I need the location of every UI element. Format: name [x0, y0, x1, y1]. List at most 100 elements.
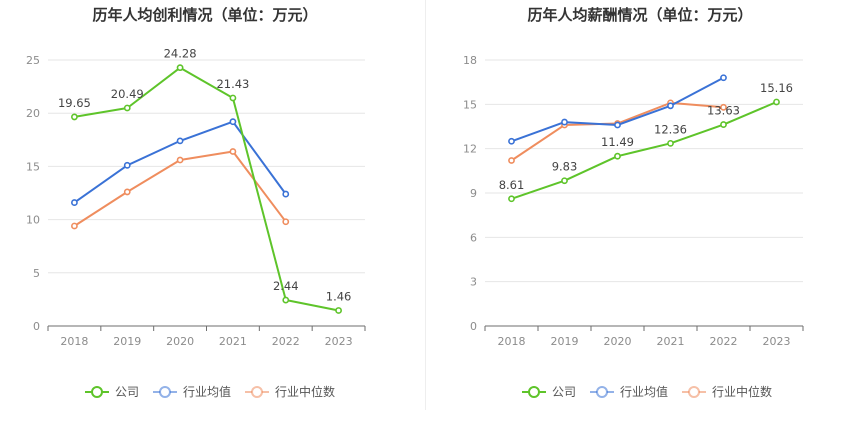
salary-legend-marker [688, 386, 700, 398]
salary-data-label: 9.83 [552, 160, 578, 174]
salary-industry-median-line [510, 101, 724, 162]
salary-y-tick-label: 0 [470, 320, 477, 333]
salary-industry-median-point[interactable] [508, 157, 515, 164]
profit-legend-label: 行业均值 [183, 384, 231, 399]
salary-legend-marker [528, 386, 540, 398]
salary-industry-avg-point[interactable] [561, 118, 568, 126]
profit-industry-median-series [71, 148, 290, 230]
profit-company-series: 19.65 20.49 24.28 21.43 2.44 1.46 [58, 47, 352, 314]
salary-legend-item-industry-avg[interactable]: 行业均值 [590, 384, 668, 399]
profit-company-point[interactable] [123, 104, 131, 112]
salary-chart-title: 历年人均薪酬情况（单位：万元） [527, 6, 752, 24]
profit-x-tick-label: 2022 [272, 335, 300, 348]
salary-legend: 公司 行业均值 行业中位数 [522, 384, 772, 399]
profit-data-label: 1.46 [326, 289, 352, 303]
profit-company-line [74, 66, 339, 312]
salary-legend-label: 公司 [552, 385, 576, 399]
salary-company-point[interactable] [508, 195, 515, 203]
profit-y-tick-label: 10 [26, 214, 40, 227]
profit-industry-median-point[interactable] [176, 156, 184, 164]
salary-company-point[interactable] [561, 177, 568, 185]
salary-company-line [511, 101, 777, 200]
profit-y-tick-label: 0 [33, 320, 40, 333]
salary-per-capita-chart: 历年人均薪酬情况（单位：万元） 0 3 6 9 12 15 18 2018 2019 2020 202… [463, 6, 804, 399]
salary-legend-item-company[interactable]: 公司 [522, 385, 576, 399]
salary-data-label: 8.61 [499, 178, 525, 192]
profit-industry-median-point[interactable] [282, 218, 290, 226]
salary-x-tick-label: 2021 [657, 335, 685, 348]
profit-per-capita-chart: 历年人均创利情况（单位：万元） 0 5 10 15 20 25 2018 2019 2020 202… [26, 6, 366, 399]
profit-x-tick-label: 2019 [113, 335, 141, 348]
salary-x-tick-label: 2023 [763, 335, 791, 348]
profit-legend-item-industry-avg[interactable]: 行业均值 [153, 384, 231, 399]
profit-data-label: 21.43 [216, 77, 249, 91]
profit-legend-item-industry-median[interactable]: 行业中位数 [245, 384, 335, 399]
profit-legend: 公司 行业均值 行业中位数 [85, 384, 335, 399]
profit-industry-median-point[interactable] [229, 148, 237, 155]
salary-data-label: 13.63 [707, 104, 740, 118]
profit-data-label: 19.65 [58, 96, 91, 110]
salary-x-tick-label: 2019 [551, 335, 579, 348]
profit-industry-avg-point[interactable] [282, 190, 290, 198]
profit-y-tick-label: 25 [26, 54, 40, 67]
salary-y-tick-label: 6 [470, 231, 477, 244]
profit-industry-avg-point[interactable] [229, 118, 237, 126]
salary-data-label: 11.49 [601, 135, 634, 149]
profit-legend-label: 公司 [115, 385, 139, 399]
salary-industry-avg-point[interactable] [614, 121, 621, 129]
salary-company-point[interactable] [667, 139, 674, 147]
salary-company-point[interactable] [773, 98, 780, 106]
profit-legend-item-company[interactable]: 公司 [85, 385, 139, 399]
salary-y-tick-label: 9 [470, 187, 477, 200]
profit-data-label: 20.49 [111, 87, 144, 101]
panel-divider [425, 0, 426, 410]
salary-x-tick-label: 2020 [604, 335, 632, 348]
profit-x-tick-label: 2021 [219, 335, 247, 348]
salary-data-label: 15.16 [760, 81, 793, 95]
profit-industry-avg-point[interactable] [71, 199, 78, 206]
salary-industry-avg-line [511, 76, 724, 143]
profit-company-point[interactable] [229, 94, 237, 102]
profit-x-tick-label: 2020 [166, 335, 194, 348]
profit-company-point[interactable] [282, 296, 290, 304]
salary-y-tick-label: 3 [470, 276, 477, 289]
profit-x-tick-label: 2023 [325, 335, 353, 348]
profit-industry-avg-series [71, 118, 290, 206]
profit-company-point[interactable] [71, 113, 78, 121]
salary-industry-avg-point[interactable] [667, 102, 674, 110]
profit-company-point[interactable] [176, 64, 184, 72]
profit-industry-median-point[interactable] [123, 188, 131, 196]
salary-data-label: 12.36 [654, 122, 687, 136]
salary-legend-label: 行业均值 [620, 384, 668, 399]
profit-legend-marker [251, 386, 263, 398]
salary-y-tick-label: 12 [463, 143, 477, 156]
profit-industry-avg-point[interactable] [176, 137, 184, 145]
profit-industry-avg-point[interactable] [123, 161, 131, 169]
salary-industry-avg-series [508, 74, 727, 145]
salary-company-point[interactable] [720, 121, 727, 128]
salary-legend-label: 行业中位数 [712, 384, 772, 399]
salary-company-point[interactable] [614, 152, 621, 160]
profit-data-label: 2.44 [273, 279, 299, 293]
profit-legend-marker [159, 386, 171, 398]
profit-legend-marker [91, 386, 103, 398]
profit-data-label: 24.28 [164, 47, 197, 61]
salary-legend-item-industry-median[interactable]: 行业中位数 [682, 384, 772, 399]
profit-chart-title: 历年人均创利情况（单位：万元） [92, 6, 317, 24]
profit-legend-label: 行业中位数 [275, 384, 335, 399]
salary-company-series: 8.61 9.83 11.49 12.36 13.63 15.16 [499, 81, 793, 203]
salary-legend-marker [596, 386, 608, 398]
salary-industry-avg-point[interactable] [508, 137, 515, 145]
salary-x-tick-label: 2018 [498, 335, 526, 348]
profit-industry-median-point[interactable] [71, 222, 78, 230]
salary-industry-median-point[interactable] [720, 103, 727, 111]
profit-y-tick-label: 20 [26, 107, 40, 120]
profit-company-point[interactable] [335, 307, 342, 314]
salary-y-tick-label: 18 [463, 54, 477, 67]
profit-x-tick-label: 2018 [60, 335, 88, 348]
salary-x-tick-label: 2022 [710, 335, 738, 348]
profit-y-tick-label: 5 [33, 267, 40, 280]
salary-industry-avg-point[interactable] [720, 74, 727, 82]
profit-y-tick-label: 15 [26, 160, 40, 173]
